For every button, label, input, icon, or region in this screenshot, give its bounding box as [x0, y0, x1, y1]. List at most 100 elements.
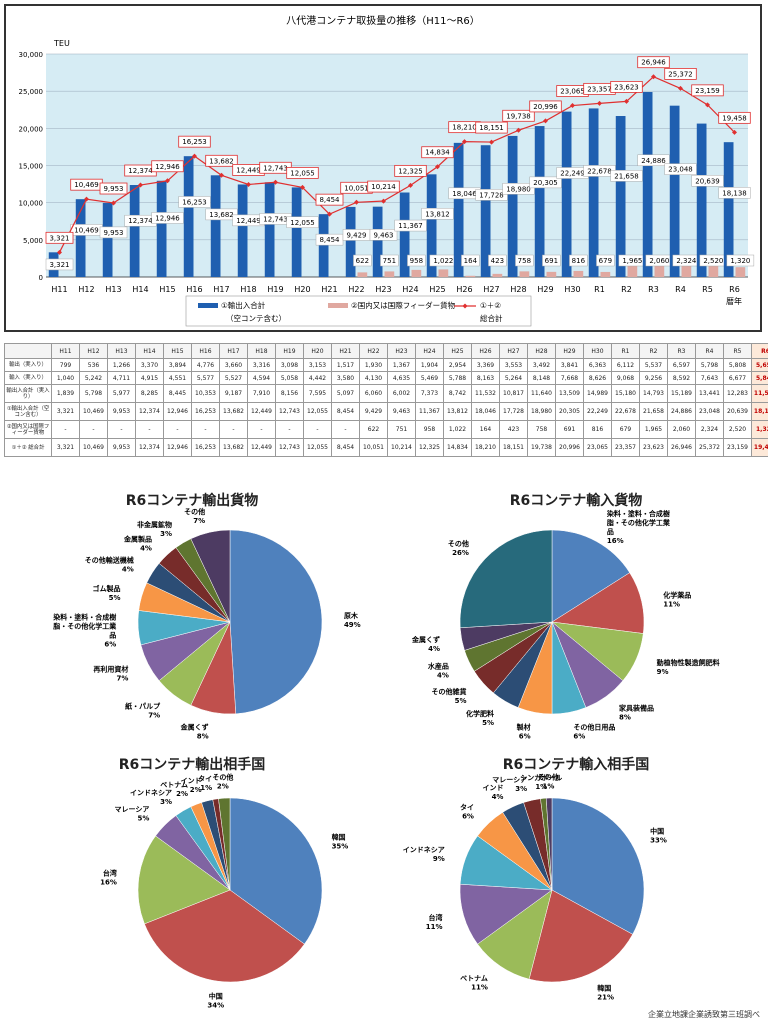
- svg-text:13,682: 13,682: [209, 157, 234, 165]
- table-cell: 18,980: [527, 402, 556, 421]
- svg-text:9,953: 9,953: [103, 185, 123, 193]
- table-cell: 1,367: [387, 358, 416, 372]
- table-cell: 8,592: [667, 371, 696, 385]
- svg-text:中国: 中国: [650, 827, 664, 836]
- table-row-label: 輸入（実入り）: [4, 371, 52, 385]
- svg-text:タイ: タイ: [198, 774, 212, 783]
- feeder-value-label: 423: [488, 254, 507, 267]
- table-cell: 18,151: [499, 438, 528, 457]
- svg-text:19,738: 19,738: [506, 112, 531, 120]
- feeder-value-label: 1,965: [618, 254, 647, 267]
- table-cell: 799: [51, 358, 80, 372]
- x-tick-label: H29: [537, 285, 553, 294]
- svg-text:19,458: 19,458: [722, 114, 747, 122]
- table-cell: 1,517: [331, 358, 360, 372]
- main-chart-frame: 八代港コンテナ取扱量の推移（H11〜R6） TEU 0 5,000 10,000 15,0…: [4, 4, 762, 332]
- x-tick-label: H21: [321, 285, 337, 294]
- table-cell: 1,040: [51, 371, 80, 385]
- svg-text:①輸出入合計: ①輸出入合計: [221, 300, 266, 310]
- table-cell: 18,210: [471, 438, 500, 457]
- svg-text:23,357: 23,357: [587, 85, 612, 93]
- svg-text:12,449: 12,449: [236, 166, 261, 174]
- bar-export-import: [345, 206, 356, 277]
- bar-value-label: 20,639: [691, 175, 724, 187]
- bar-feeder: [519, 271, 530, 277]
- svg-text:金属くず: 金属くず: [411, 635, 440, 644]
- pie-slice: [545, 797, 553, 891]
- feeder-value-label: 1,320: [726, 254, 755, 267]
- bar-feeder: [384, 271, 395, 277]
- svg-text:その他: その他: [212, 773, 233, 782]
- table-cell: 8,454: [331, 438, 360, 457]
- svg-text:その他: その他: [184, 507, 205, 516]
- x-tick-label: H23: [375, 285, 391, 294]
- table-column-header: H22: [359, 343, 388, 359]
- feeder-value-label: 622: [353, 254, 372, 267]
- bar-export-import: [291, 187, 302, 277]
- table-cell: 9,068: [611, 371, 640, 385]
- svg-text:3%: 3%: [160, 798, 172, 806]
- table-cell: 7,643: [695, 371, 724, 385]
- svg-text:958: 958: [410, 257, 423, 265]
- table-cell: -: [51, 420, 80, 439]
- svg-text:758: 758: [518, 257, 531, 265]
- table-cell: 4,776: [191, 358, 220, 372]
- svg-text:7%: 7%: [117, 674, 129, 682]
- table-cell: 12,743: [275, 402, 304, 421]
- svg-text:22,678: 22,678: [587, 167, 612, 175]
- table-cell: 10,214: [387, 438, 416, 457]
- bar-feeder: [438, 269, 449, 277]
- svg-text:金属くず: 金属くず: [180, 723, 209, 732]
- total-value-label: 26,946: [637, 56, 670, 69]
- pie-title: R6コンテナ輸入相手国: [502, 757, 650, 773]
- table-cell: 12,946: [163, 402, 192, 421]
- table-cell: 8,454: [331, 402, 360, 421]
- table-row: ②国内又は国際フィーダー貨物 - - - - - - - - - - -622 751 958 1,022 1…: [4, 420, 768, 439]
- svg-text:タイ: タイ: [460, 802, 474, 811]
- x-tick-label: H20: [294, 285, 310, 294]
- total-value-label: 14,834: [421, 146, 454, 159]
- total-value-label: 23,159: [691, 84, 724, 97]
- bar-feeder: [681, 259, 692, 277]
- table-row-label: 輸出入合計（実入り）: [4, 384, 52, 403]
- svg-text:8%: 8%: [197, 733, 209, 741]
- table-row-label: ①輸出入合計（空コン含む）: [4, 402, 52, 421]
- chart-legend: ①輸出入合計 （空コンテ含む） ②国内又は国際フィーダー貨物 ①＋② 総合計: [185, 295, 532, 327]
- table-cell: 4,635: [387, 371, 416, 385]
- svg-text:16,253: 16,253: [182, 198, 207, 206]
- table-cell: -: [191, 420, 220, 439]
- svg-text:台湾: 台湾: [103, 869, 117, 878]
- bar-value-label: 9,463: [369, 229, 398, 241]
- svg-text:1%: 1%: [200, 784, 212, 792]
- svg-text:品: 品: [607, 527, 614, 536]
- svg-text:2,520: 2,520: [703, 257, 723, 265]
- table-cell: 536: [79, 358, 108, 372]
- total-point: [57, 249, 62, 255]
- svg-text:非金属鉱物: 非金属鉱物: [137, 520, 172, 529]
- table-cell: 5,977: [107, 384, 136, 403]
- svg-text:164: 164: [464, 257, 478, 265]
- x-axis-label: 暦年: [726, 296, 742, 306]
- container-volume-chart: 八代港コンテナ取扱量の推移（H11〜R6） TEU 0 5,000 10,000 15,0…: [19, 14, 755, 327]
- pie-slice: [229, 797, 323, 945]
- table-cell: 23,357: [611, 438, 640, 457]
- table-cell: -: [219, 420, 248, 439]
- svg-text:12,374: 12,374: [128, 167, 153, 175]
- bar-feeder: [492, 273, 503, 277]
- bar-value-label: 17,728: [475, 189, 508, 201]
- table-cell: 6,112: [611, 358, 640, 372]
- table-cell: 1,266: [107, 358, 136, 372]
- svg-text:13,812: 13,812: [425, 210, 450, 218]
- total-value-label: 3,321: [45, 231, 74, 244]
- bar-value-label: 9,429: [342, 229, 371, 241]
- svg-text:原木: 原木: [344, 611, 359, 620]
- svg-text:金属製品: 金属製品: [123, 534, 152, 543]
